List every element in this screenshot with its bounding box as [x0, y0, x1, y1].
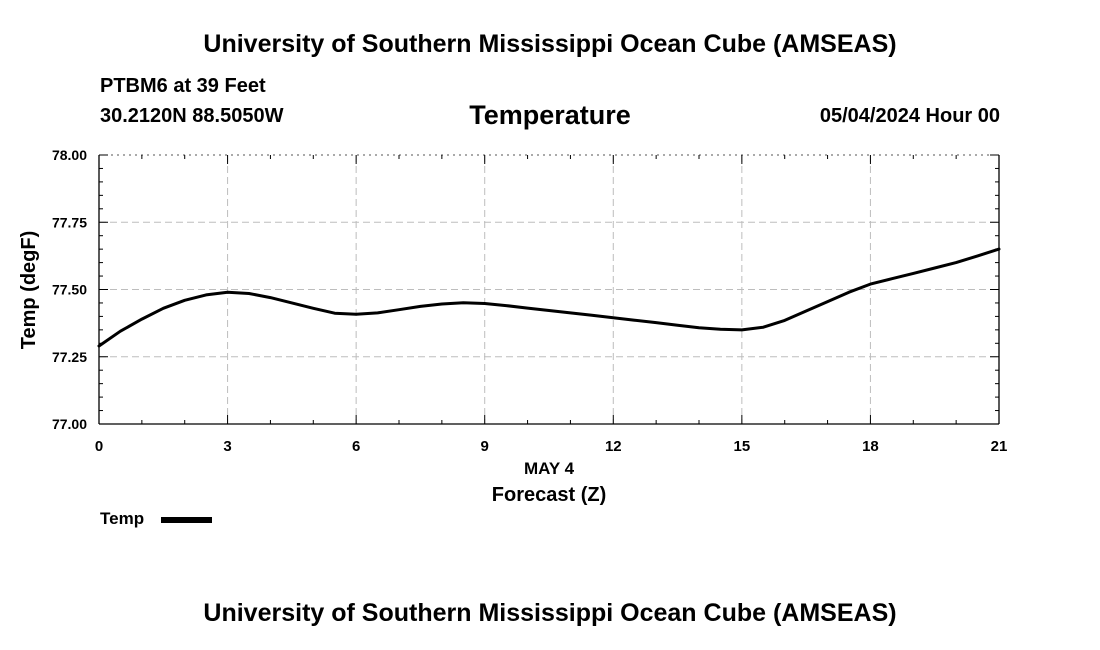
x-tick-label: 0 — [95, 438, 103, 455]
grid-lines — [99, 154, 999, 424]
x-tick-label: 18 — [862, 438, 879, 455]
y-tick-label: 77.25 — [52, 349, 87, 365]
x-axis-label: Forecast (Z) — [492, 484, 606, 506]
tick-labels: 0 3 6 9 12 15 18 21 77.00 77.25 77.50 77.75 78.00 — [52, 147, 1007, 455]
y-tick-label: 77.50 — [52, 282, 87, 298]
footer-title: University of Southern Mississippi Ocean… — [203, 599, 897, 627]
legend-swatch — [161, 517, 212, 523]
datetime-label: 05/04/2024 Hour 00 — [819, 105, 1000, 127]
series-line-temp — [97, 247, 1001, 348]
x-tick-label: 15 — [734, 438, 751, 455]
y-axis-label: Temp (degF) — [18, 231, 40, 350]
x-tick-label: 21 — [991, 438, 1008, 455]
station-label: PTBM6 at 39 Feet — [100, 75, 266, 97]
y-tick-label: 78.00 — [52, 147, 87, 163]
y-tick-label: 77.75 — [52, 214, 87, 230]
x-tick-label: 6 — [352, 438, 360, 455]
coordinates-label: 30.2120N 88.5050W — [100, 105, 284, 127]
x-tick-label: 9 — [481, 438, 489, 455]
x-tick-label: 12 — [605, 438, 622, 455]
date-label: MAY 4 — [524, 459, 575, 478]
plot-axes — [98, 154, 1000, 425]
y-tick-label: 77.00 — [52, 416, 87, 432]
chart-title: University of Southern Mississippi Ocean… — [203, 30, 897, 58]
series-layer — [97, 247, 1001, 348]
variable-title: Temperature — [469, 100, 631, 130]
legend-label: Temp — [100, 509, 145, 528]
x-tick-label: 3 — [223, 438, 231, 455]
